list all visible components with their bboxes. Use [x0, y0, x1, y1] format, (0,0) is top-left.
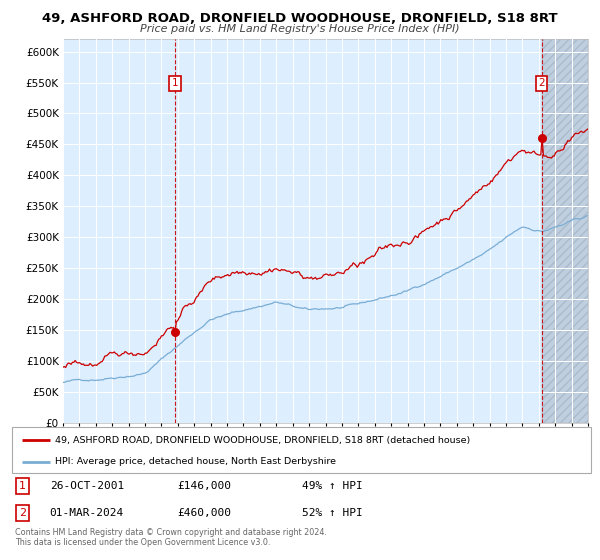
Bar: [542, 39, 588, 423]
Text: 1: 1: [172, 78, 178, 88]
Text: HPI: Average price, detached house, North East Derbyshire: HPI: Average price, detached house, Nort…: [55, 457, 337, 466]
Text: 26-OCT-2001: 26-OCT-2001: [50, 481, 124, 491]
Text: 52% ↑ HPI: 52% ↑ HPI: [302, 508, 362, 518]
Text: 1: 1: [19, 481, 26, 491]
Text: 01-MAR-2024: 01-MAR-2024: [50, 508, 124, 518]
Bar: [542, 39, 588, 423]
FancyBboxPatch shape: [12, 427, 591, 473]
Text: 49, ASHFORD ROAD, DRONFIELD WOODHOUSE, DRONFIELD, S18 8RT: 49, ASHFORD ROAD, DRONFIELD WOODHOUSE, D…: [42, 12, 558, 25]
Text: 49% ↑ HPI: 49% ↑ HPI: [302, 481, 362, 491]
Text: Contains HM Land Registry data © Crown copyright and database right 2024.
This d: Contains HM Land Registry data © Crown c…: [15, 528, 327, 548]
Text: 2: 2: [538, 78, 545, 88]
Text: 2: 2: [19, 508, 26, 518]
Text: 49, ASHFORD ROAD, DRONFIELD WOODHOUSE, DRONFIELD, S18 8RT (detached house): 49, ASHFORD ROAD, DRONFIELD WOODHOUSE, D…: [55, 436, 470, 445]
Text: £460,000: £460,000: [177, 508, 231, 518]
Bar: [542, 39, 588, 423]
Text: £146,000: £146,000: [177, 481, 231, 491]
Text: Price paid vs. HM Land Registry's House Price Index (HPI): Price paid vs. HM Land Registry's House …: [140, 24, 460, 34]
